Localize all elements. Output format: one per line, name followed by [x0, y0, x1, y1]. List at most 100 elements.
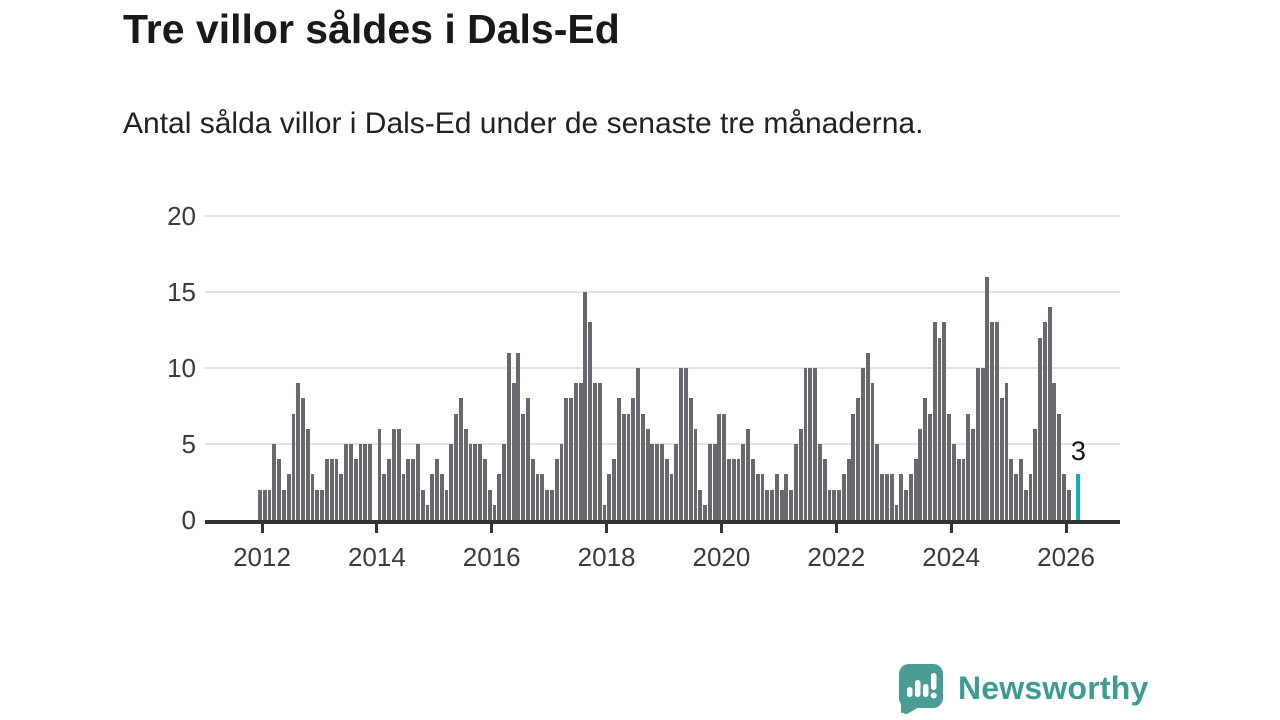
bar [329, 459, 334, 520]
bar [612, 459, 616, 520]
bar [511, 383, 516, 520]
bar [315, 489, 320, 520]
bar [549, 489, 554, 520]
bar [837, 489, 841, 520]
bar [430, 474, 435, 520]
bar [626, 413, 631, 520]
brand-name: Newsworthy [958, 670, 1149, 706]
bar [813, 368, 818, 520]
y-axis-tick-label: 20 [167, 201, 196, 231]
bar [1038, 337, 1042, 520]
bar [291, 413, 296, 520]
bar [559, 444, 564, 520]
bar [368, 444, 372, 520]
bar [731, 459, 736, 520]
bar [727, 459, 731, 520]
gridline [205, 215, 1120, 217]
bar [846, 459, 851, 520]
bar [401, 474, 406, 520]
bar [339, 474, 344, 520]
bar [980, 368, 985, 520]
bar [597, 383, 602, 520]
bar [454, 413, 459, 520]
bar [765, 489, 770, 520]
bar [296, 383, 301, 520]
bar [406, 459, 411, 520]
bar [923, 398, 928, 520]
x-axis-tick [949, 524, 953, 533]
bar [774, 474, 779, 520]
bar [1004, 383, 1009, 520]
highlight-value-label: 3 [1070, 436, 1086, 466]
bar [396, 428, 401, 520]
bar [1052, 383, 1057, 520]
bar [856, 398, 861, 520]
bar [817, 444, 822, 520]
x-axis-tick-label: 2020 [692, 542, 751, 572]
bar [377, 428, 382, 520]
bar [660, 444, 664, 520]
x-axis-tick-label: 2018 [577, 542, 636, 572]
bar [607, 474, 612, 520]
bar [798, 428, 803, 520]
bar [1047, 307, 1052, 520]
bar [425, 504, 430, 520]
bar [688, 398, 693, 520]
bar [267, 489, 272, 520]
bar [305, 428, 310, 520]
bar [875, 444, 880, 520]
bar-current-highlight [1076, 474, 1081, 520]
bar [693, 428, 698, 520]
bar [487, 489, 492, 520]
bar [277, 459, 281, 520]
bar [636, 368, 640, 520]
bar [908, 474, 913, 520]
bar [411, 459, 415, 520]
bar [999, 398, 1004, 520]
bar [540, 474, 545, 520]
bar [655, 444, 660, 520]
bar [320, 489, 325, 520]
bar [392, 428, 396, 520]
bar [937, 337, 942, 520]
bar [258, 489, 262, 520]
bar [913, 459, 918, 520]
chart-title: Tre villor såldes i Dals-Ed [123, 6, 620, 52]
bar [478, 444, 482, 520]
bar [750, 459, 755, 520]
bar [703, 504, 707, 520]
bar [894, 504, 899, 520]
x-axis-tick [490, 524, 494, 533]
bar [631, 398, 636, 520]
bar [961, 459, 966, 520]
bar [865, 352, 870, 520]
gridline [205, 291, 1120, 293]
bar [889, 474, 894, 520]
bar [995, 322, 999, 520]
bar [1023, 489, 1028, 520]
bar [281, 489, 286, 520]
y-axis-tick-label: 10 [167, 353, 196, 383]
bar [1057, 413, 1062, 520]
x-axis-tick [260, 524, 264, 533]
bar [588, 322, 593, 520]
bar [712, 444, 717, 520]
bar [736, 459, 741, 520]
bar [435, 459, 439, 520]
bar [554, 459, 559, 520]
bar [363, 444, 368, 520]
bar [482, 459, 487, 520]
newsworthy-logo-icon [899, 664, 943, 714]
gridline [205, 367, 1120, 369]
bar [683, 368, 688, 520]
bar [928, 413, 932, 520]
bar [530, 459, 535, 520]
bar [722, 413, 727, 520]
bar [1062, 474, 1066, 520]
bar [884, 474, 889, 520]
bar [578, 383, 583, 520]
bar [602, 504, 607, 520]
bar [444, 489, 449, 520]
bar [463, 428, 468, 520]
